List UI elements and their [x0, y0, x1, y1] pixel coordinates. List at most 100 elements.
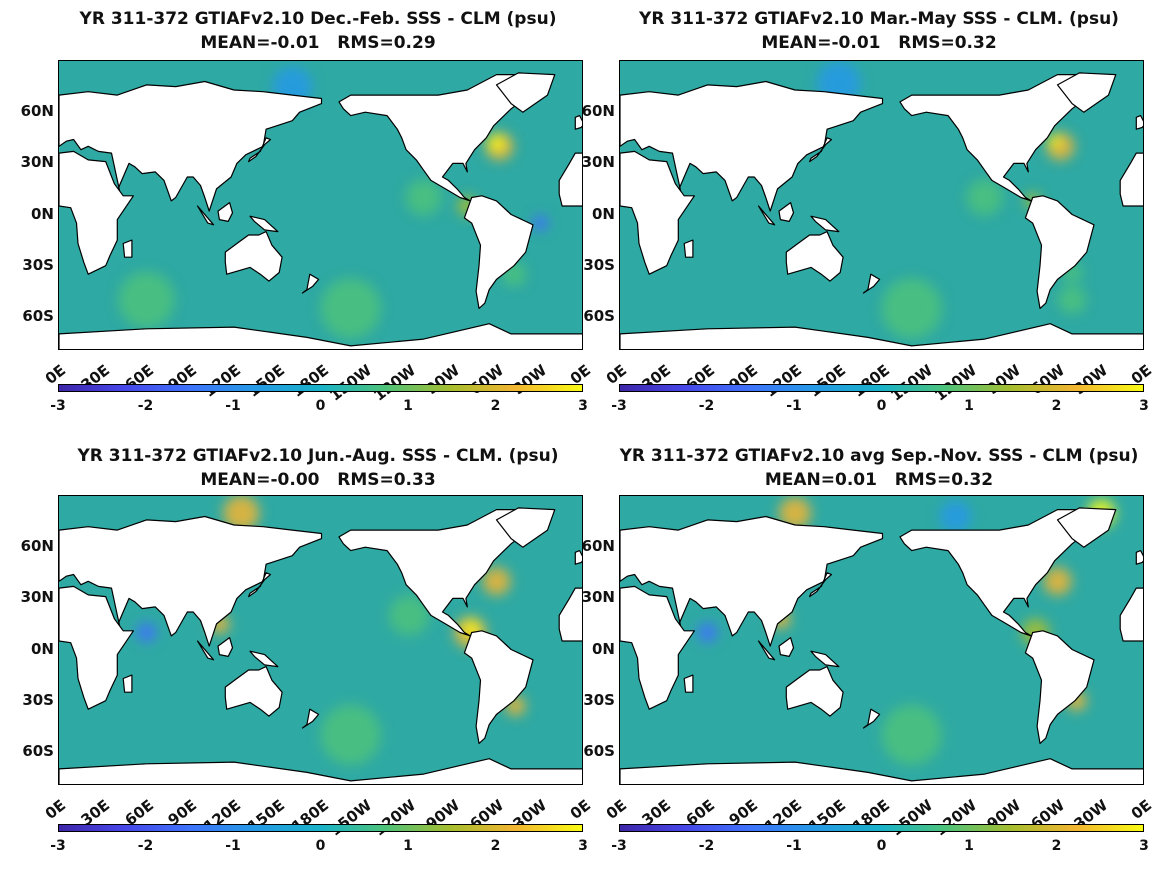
land-mass — [683, 239, 694, 258]
latitude-tick-label: 30S — [22, 690, 54, 709]
land-mass — [224, 666, 283, 717]
land-mass — [1024, 630, 1095, 744]
colorbar-tick-label: -2 — [698, 398, 715, 414]
land-mass — [301, 708, 320, 729]
colorbar — [619, 384, 1144, 392]
panel-title: YR 311-372 GTIAFv2.10 Jun.-Aug. SSS - CL… — [77, 446, 559, 466]
anomaly-field — [136, 496, 526, 765]
land-mass — [620, 515, 884, 647]
map-plot-area — [619, 495, 1144, 785]
anomaly-patch — [320, 704, 381, 765]
land-mass — [574, 114, 582, 130]
land-mass — [122, 239, 133, 258]
world-map-svg — [59, 496, 582, 784]
longitude-tick-label: 30W — [509, 796, 551, 834]
longitude-tick-label: 150E — [243, 796, 288, 836]
land-mass — [899, 74, 1102, 202]
colorbar-tick-label: 2 — [1051, 398, 1062, 414]
latitude-tick-label: 0N — [592, 639, 615, 658]
land-mass — [785, 666, 844, 717]
land-mass — [1024, 195, 1095, 309]
latitude-tick-label: 30S — [583, 255, 615, 274]
colorbar-tick-label: -1 — [786, 398, 802, 414]
world-map-svg — [620, 496, 1143, 784]
land-mass — [620, 80, 884, 212]
longitude-tick-label: 120W — [370, 796, 420, 840]
colorbar-tick-label: -2 — [698, 838, 715, 854]
anomaly-patch — [405, 179, 442, 216]
longitude-tick-label: 90W — [422, 796, 463, 834]
panel-title: YR 311-372 GTIAFv2.10 avg Sep.-Nov. SSS … — [619, 446, 1139, 466]
world-map-svg — [620, 61, 1143, 349]
anomaly-patch — [1046, 132, 1075, 161]
colorbar-tick-label: 3 — [1139, 838, 1149, 854]
land-mass — [248, 572, 272, 598]
latitude-tick-label: 30S — [22, 255, 54, 274]
colorbar-tick-label: -3 — [50, 838, 66, 854]
longitude-tick-label: 120E — [761, 796, 806, 836]
anomaly-patch — [881, 278, 942, 339]
land-mass — [620, 585, 696, 710]
map-plot-area — [58, 60, 583, 350]
longitude-tick-label: 30W — [1070, 796, 1112, 834]
colorbar-tick-label: 3 — [578, 838, 588, 854]
land-mass — [809, 572, 833, 598]
colorbar-tick-label: 1 — [964, 398, 974, 414]
latitude-tick-label: 60N — [20, 102, 54, 121]
colorbar — [58, 824, 583, 832]
land-mass — [59, 515, 323, 647]
land-mass — [59, 150, 135, 275]
latitude-tick-label: 0N — [592, 204, 615, 223]
anomaly-patch — [482, 567, 511, 596]
anomaly-patch — [488, 134, 505, 151]
anomaly-patch — [1058, 285, 1087, 314]
land-mass — [810, 215, 840, 233]
longitude-tick-label: 180E — [848, 796, 893, 836]
land-mass — [1056, 72, 1117, 113]
colorbar-tick-label: -2 — [137, 838, 154, 854]
anomaly-patch — [223, 496, 260, 532]
land-mass — [495, 507, 556, 548]
colorbar-tick-label: 2 — [490, 838, 501, 854]
land-mass — [224, 231, 283, 282]
anomaly-patch — [939, 500, 972, 533]
map-plot-area — [619, 60, 1144, 350]
land-mass — [785, 231, 844, 282]
land-mass — [463, 195, 534, 309]
anomaly-patch — [532, 215, 549, 232]
land-mass — [620, 323, 1143, 349]
colorbar-tick-label: 3 — [1139, 398, 1149, 414]
land-mass — [59, 80, 323, 212]
longitude-tick-label: 60W — [466, 796, 507, 834]
land-mass — [248, 137, 272, 163]
colorbar — [58, 384, 583, 392]
land-mass — [899, 509, 1102, 637]
land-mass — [249, 215, 279, 233]
latitude-tick-label: 30N — [20, 153, 54, 172]
latitude-tick-label: 0N — [31, 204, 54, 223]
latitude-tick-label: 60N — [20, 537, 54, 556]
land-mass — [122, 674, 133, 693]
land-mass — [217, 637, 234, 657]
anomaly-patch — [1043, 567, 1072, 596]
latitude-tick-label: 30N — [20, 588, 54, 607]
land-mass — [810, 650, 840, 668]
colorbar-tick-label: 1 — [403, 398, 413, 414]
land-mass — [59, 323, 582, 349]
land-mass — [59, 758, 582, 784]
land-mass — [217, 202, 234, 222]
land-mass — [1135, 114, 1143, 130]
land-mass — [620, 150, 696, 275]
longitude-tick-label: 90E — [725, 796, 762, 830]
latitude-tick-label: 60S — [583, 741, 615, 760]
longitude-tick-label: 30E — [638, 796, 674, 830]
land-mass — [59, 585, 135, 710]
land-mass — [558, 152, 582, 207]
land-mass — [196, 640, 215, 661]
latitude-tick-label: 0N — [31, 639, 54, 658]
panel-title: YR 311-372 GTIAFv2.10 Dec.-Feb. SSS - CL… — [79, 9, 557, 29]
latitude-tick-label: 30N — [581, 588, 615, 607]
colorbar-tick-label: -1 — [786, 838, 802, 854]
anomaly-patch — [118, 271, 175, 328]
